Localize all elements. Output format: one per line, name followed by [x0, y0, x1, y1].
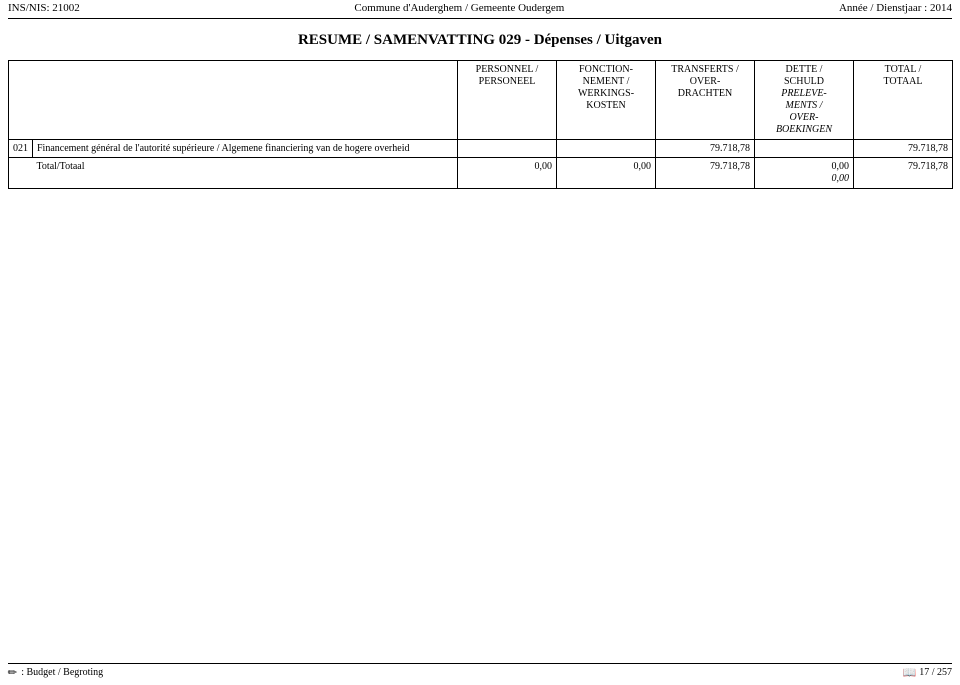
table-row: 021 Financement général de l'autorité su…: [9, 140, 953, 158]
pencil-icon: ✎: [5, 665, 21, 681]
th-fonction: FONCTION-NEMENT /WERKINGS-KOSTEN: [557, 61, 656, 140]
book-icon: 📖: [903, 666, 917, 679]
page-header: INS/NIS: 21002 Commune d'Auderghem / Gem…: [8, 2, 952, 14]
footer-right-text: 17 / 257: [919, 667, 952, 678]
th-dette: DETTE /SCHULD PRELEVE-MENTS /OVER-BOEKIN…: [755, 61, 854, 140]
cell-code: 021: [9, 140, 33, 158]
page-footer: ✎ : Budget / Begroting 📖 17 / 257: [8, 663, 952, 679]
cell-personnel: [458, 140, 557, 158]
cell-fonction: [557, 140, 656, 158]
th-code: [9, 61, 33, 140]
header-left: INS/NIS: 21002: [8, 2, 80, 14]
cell-total: 79.718,78: [854, 140, 953, 158]
header-center: Commune d'Auderghem / Gemeente Oudergem: [354, 2, 564, 14]
footer-left-text: : Budget / Begroting: [21, 667, 103, 678]
summary-table: PERSONNEL /PERSONEEL FONCTION-NEMENT /WE…: [8, 60, 953, 189]
footer-left: ✎ : Budget / Begroting: [8, 666, 103, 679]
total-transferts: 79.718,78: [656, 158, 755, 189]
cell-dette: [755, 140, 854, 158]
total-dette: 0,00 0,00: [755, 158, 854, 189]
total-total: 79.718,78: [854, 158, 953, 189]
table-total-row: Total/Totaal 0,00 0,00 79.718,78 0,00 0,…: [9, 158, 953, 189]
table-header-row: PERSONNEL /PERSONEEL FONCTION-NEMENT /WE…: [9, 61, 953, 140]
cell-transferts: 79.718,78: [656, 140, 755, 158]
cell-label: Financement général de l'autorité supéri…: [33, 140, 458, 158]
th-label: [33, 61, 458, 140]
header-divider: [8, 18, 952, 19]
header-right: Année / Dienstjaar : 2014: [839, 2, 952, 14]
total-fonction: 0,00: [557, 158, 656, 189]
total-personnel: 0,00: [458, 158, 557, 189]
th-personnel: PERSONNEL /PERSONEEL: [458, 61, 557, 140]
footer-right: 📖 17 / 257: [903, 666, 952, 679]
th-transferts: TRANSFERTS /OVER-DRACHTEN: [656, 61, 755, 140]
total-code: [9, 158, 33, 189]
page-title: RESUME / SAMENVATTING 029 - Dépenses / U…: [0, 32, 960, 49]
total-label: Total/Totaal: [33, 158, 458, 189]
th-total: TOTAL /TOTAAL: [854, 61, 953, 140]
